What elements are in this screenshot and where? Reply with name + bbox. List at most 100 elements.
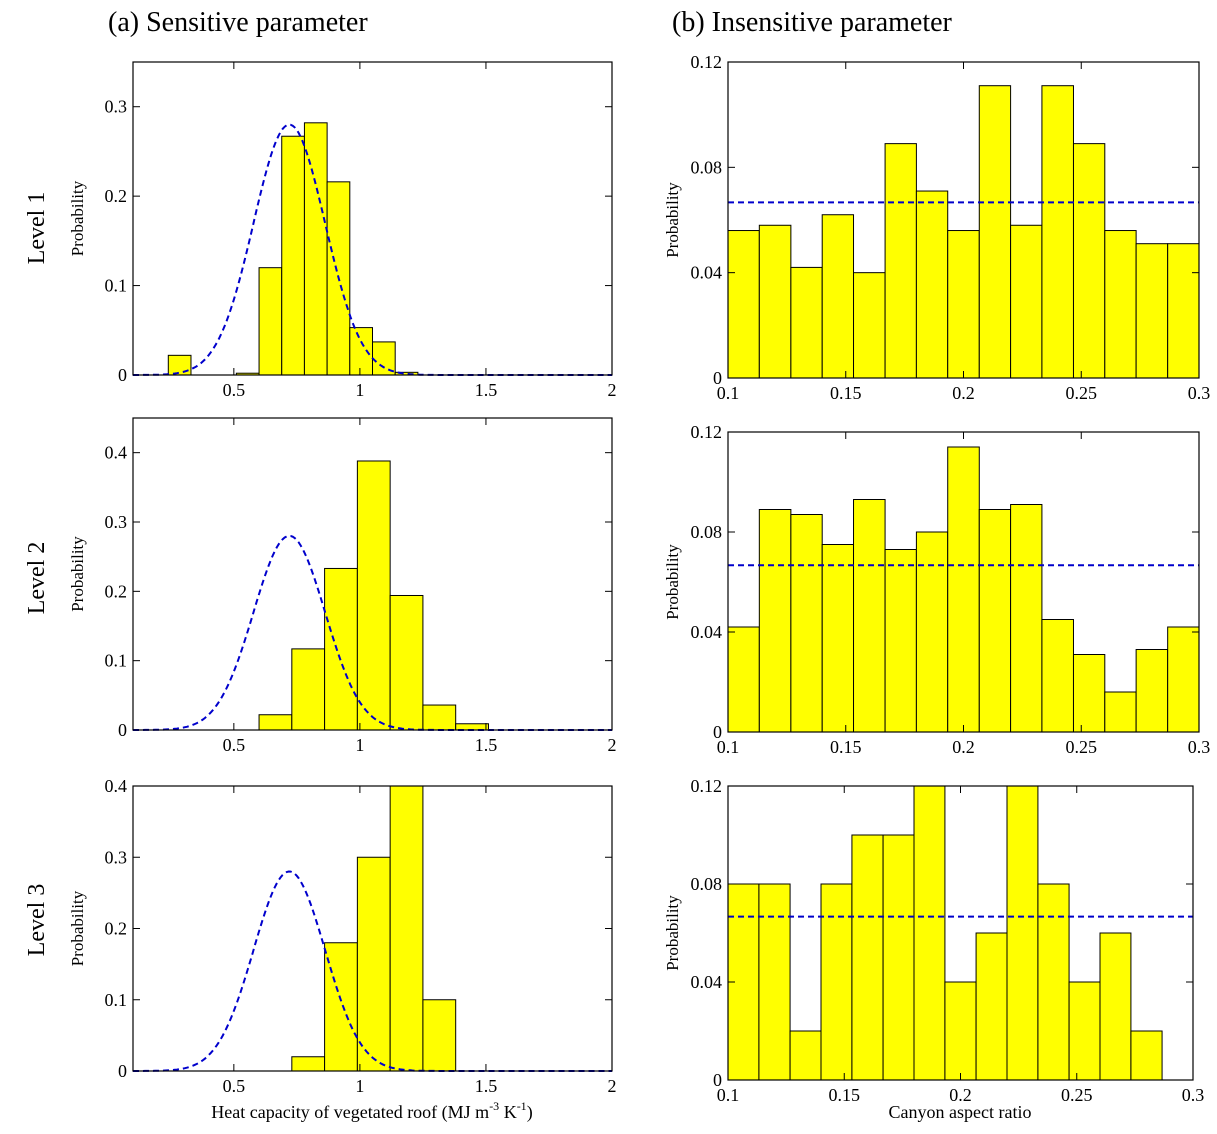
histogram-bar bbox=[853, 272, 886, 379]
histogram-bar bbox=[915, 531, 949, 733]
x-tick-label: 0.15 bbox=[830, 383, 862, 403]
y-tick-label: 0.08 bbox=[691, 157, 723, 177]
y-axis-label: Probability bbox=[68, 536, 87, 612]
x-tick-label: 0.2 bbox=[952, 737, 975, 757]
histogram-bar bbox=[1104, 230, 1137, 379]
y-tick-label: 0 bbox=[713, 368, 722, 388]
x-tick-label: 0.5 bbox=[223, 735, 246, 755]
x-tick-label: 0.5 bbox=[223, 380, 246, 400]
y-tick-label: 0.1 bbox=[105, 990, 128, 1010]
x-tick-label: 0.15 bbox=[829, 1085, 861, 1105]
histogram-bar bbox=[1167, 243, 1200, 379]
histogram-bar bbox=[324, 567, 358, 731]
histogram-bar bbox=[303, 122, 328, 376]
histogram-bar bbox=[291, 1056, 326, 1072]
x-tick-label: 1.5 bbox=[475, 735, 498, 755]
x-tick-label: 2 bbox=[608, 380, 617, 400]
histogram-bar bbox=[167, 354, 192, 376]
panel-right-level-1: 0.1 0.15 0.2 0.25 0.3 0 0.04 0.08 0.12 Probabilit… bbox=[663, 52, 1210, 403]
panel-left-level-3: 0.5 1 1.5 2 0 0.1 0.2 0.3 0.4 Probability bbox=[68, 776, 617, 1096]
x-tick-label: 0.1 bbox=[717, 737, 740, 757]
y-tick-label: 0.04 bbox=[691, 263, 723, 283]
histogram-bar bbox=[1041, 619, 1074, 733]
histogram-bar bbox=[281, 135, 305, 376]
axes-frame bbox=[132, 61, 613, 376]
histogram-bar bbox=[758, 509, 792, 733]
panel-right-level-2: 0.1 0.15 0.2 0.25 0.3 0 0.04 0.08 0.12 Probabilit… bbox=[663, 422, 1210, 757]
histogram-bar bbox=[790, 266, 823, 379]
y-tick-label: 0.4 bbox=[105, 776, 128, 796]
x-tick-label: 0.5 bbox=[223, 1076, 246, 1096]
histogram-bar bbox=[727, 626, 760, 733]
histogram-bar bbox=[853, 499, 886, 733]
x-tick-label: 2 bbox=[608, 735, 617, 755]
y-tick-label: 0.1 bbox=[105, 651, 128, 671]
histogram-bar bbox=[790, 514, 823, 733]
histogram-bar bbox=[758, 883, 791, 1081]
histogram-bar bbox=[349, 327, 373, 376]
histogram-bar bbox=[727, 230, 760, 379]
y-tick-label: 0.04 bbox=[691, 972, 723, 992]
y-tick-label: 0.04 bbox=[691, 622, 723, 642]
histogram-bar bbox=[820, 883, 853, 1081]
x-axis-label-left: Heat capacity of vegetated roof (MJ m-3 … bbox=[211, 1099, 532, 1123]
histogram-bar bbox=[1037, 883, 1070, 1081]
histogram-bar bbox=[1099, 932, 1132, 1081]
x-tick-label: 1.5 bbox=[475, 380, 498, 400]
histogram-bar bbox=[1068, 981, 1101, 1081]
x-tick-label: 2 bbox=[608, 1076, 617, 1096]
x-tick-label: 0.2 bbox=[949, 1085, 972, 1105]
x-tick-label: 0.1 bbox=[717, 383, 740, 403]
histogram-bar bbox=[291, 648, 326, 731]
y-tick-label: 0.12 bbox=[691, 422, 723, 442]
column-title-left: (a) Sensitive parameter bbox=[108, 7, 368, 38]
histogram-bar bbox=[821, 214, 855, 379]
row-label-level-3: Level 3 bbox=[24, 884, 50, 957]
histogram-bar bbox=[422, 704, 457, 731]
histogram-bar bbox=[884, 143, 917, 379]
y-tick-label: 0 bbox=[118, 720, 127, 740]
histogram-bar bbox=[947, 230, 980, 379]
histogram-bar bbox=[1135, 649, 1169, 733]
histogram-bar bbox=[1010, 504, 1043, 733]
row-label-level-2: Level 2 bbox=[24, 542, 50, 615]
y-tick-label: 0 bbox=[713, 722, 722, 742]
y-tick-label: 0 bbox=[118, 365, 127, 385]
x-tick-label: 0.3 bbox=[1188, 383, 1211, 403]
histogram-bar bbox=[1104, 691, 1137, 733]
histogram-bar bbox=[758, 224, 792, 379]
y-tick-label: 0.2 bbox=[105, 581, 128, 601]
x-tick-label: 0.2 bbox=[952, 383, 975, 403]
y-tick-label: 0.2 bbox=[105, 919, 128, 939]
y-axis-label: Probability bbox=[68, 890, 87, 966]
y-axis-label: Probability bbox=[663, 895, 682, 971]
histogram-bar bbox=[915, 190, 949, 379]
y-tick-label: 0.2 bbox=[105, 186, 128, 206]
y-tick-label: 0.3 bbox=[105, 847, 128, 867]
y-tick-label: 0 bbox=[713, 1070, 722, 1090]
y-tick-label: 0.1 bbox=[105, 276, 128, 296]
panel-left-level-2: 0.5 1 1.5 2 0 0.1 0.2 0.3 0.4 Probability bbox=[68, 417, 617, 755]
x-tick-label: 0.25 bbox=[1061, 1085, 1093, 1105]
histogram-bar bbox=[356, 856, 391, 1072]
x-tick-label: 1.5 bbox=[475, 1076, 498, 1096]
histogram-bar bbox=[1041, 85, 1074, 379]
histogram-bar bbox=[882, 834, 915, 1081]
x-axis-label-right: Canyon aspect ratio bbox=[889, 1102, 1032, 1122]
y-tick-label: 0.3 bbox=[105, 97, 128, 117]
x-tick-label: 1 bbox=[355, 380, 364, 400]
x-tick-label: 0.1 bbox=[717, 1085, 740, 1105]
histogram-bar bbox=[884, 549, 917, 733]
histogram-bar bbox=[1135, 243, 1169, 379]
histogram-bar bbox=[1006, 785, 1039, 1081]
y-axis-label: Probability bbox=[663, 182, 682, 258]
histogram-bar bbox=[1072, 143, 1106, 379]
x-tick-label: 0.25 bbox=[1066, 383, 1098, 403]
x-tick-label: 0.3 bbox=[1188, 737, 1211, 757]
histogram-bar bbox=[789, 1030, 822, 1081]
histogram-bar bbox=[1072, 654, 1106, 733]
y-tick-label: 0.12 bbox=[691, 776, 723, 796]
panel-right-level-3: 0.1 0.15 0.2 0.25 0.3 0 0.04 0.08 0.12 Probabilit… bbox=[663, 776, 1204, 1105]
histogram-bar bbox=[975, 932, 1008, 1081]
